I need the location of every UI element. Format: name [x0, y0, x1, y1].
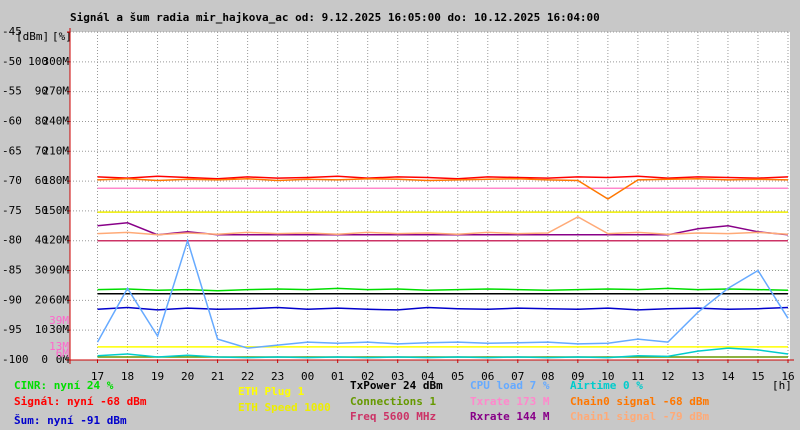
x-tick-label: 03	[391, 370, 404, 383]
x-tick-label: 16	[781, 370, 794, 383]
legend-entry: Signál: nyní -68 dBm	[14, 395, 147, 408]
y-tick-label: -90	[2, 293, 22, 306]
legend-entry: Šum: nyní -91 dBm	[14, 414, 127, 427]
series-line	[97, 175, 789, 180]
annotation: 6M	[56, 347, 70, 360]
y3-tick-label: 30M	[49, 323, 69, 336]
series-line	[96, 238, 789, 349]
y2-tick-label: 0	[41, 353, 48, 366]
y3-tick-label: 180M	[43, 174, 70, 187]
y2-tick-label: 90	[35, 85, 48, 98]
y-tick-label: -80	[2, 234, 22, 247]
series-line	[97, 177, 789, 200]
y2-tick-label: 10	[35, 323, 48, 336]
x-tick-label: 12	[661, 370, 674, 383]
x-tick-label: 14	[721, 370, 735, 383]
x-tick-label: 04	[421, 370, 435, 383]
y-tick-label: -70	[2, 174, 22, 187]
legend-entry: Rxrate 144 M	[470, 410, 550, 423]
x-tick-label: 20	[181, 370, 194, 383]
y2-tick-label: 40	[35, 234, 48, 247]
y2-unit-label: [%]	[52, 30, 72, 43]
y-tick-label: -85	[2, 264, 22, 277]
y2-tick-label: 20	[35, 293, 48, 306]
x-tick-label: 17	[91, 370, 104, 383]
y-tick-label: -60	[2, 114, 22, 127]
legend-entry: Txrate 173 M	[470, 395, 550, 408]
x-tick-label: 05	[451, 370, 464, 383]
legend-entry: Freq 5600 MHz	[350, 410, 436, 423]
x-tick-label: 10	[601, 370, 614, 383]
legend-entry: ETH Speed 1000	[238, 401, 331, 414]
y-tick-label: -50	[2, 55, 22, 68]
series-line	[97, 347, 789, 359]
x-tick-label: 22	[241, 370, 254, 383]
y-tick-label: -65	[2, 144, 22, 157]
series-line	[97, 287, 789, 292]
x-tick-label: 02	[361, 370, 374, 383]
legend-entry: CINR: nyní 24 %	[14, 379, 114, 392]
legend: CINR: nyní 24 % Signál: nyní -68 dBm Šum: …	[14, 379, 709, 427]
legend-entry: CPU load 7 %	[470, 379, 550, 392]
chart-title: Signál a šum radia mir_hajkova_ac od: 9.…	[70, 11, 600, 24]
y2-tick-label: 100	[28, 55, 48, 68]
y2-tick-label: 50	[35, 204, 48, 217]
y-tick-label: -100	[2, 353, 29, 366]
x-tick-label: 13	[691, 370, 704, 383]
y3-tick-label: 240M	[43, 114, 70, 127]
y3-tick-label: 0M	[56, 353, 70, 366]
x-tick-label: 19	[151, 370, 164, 383]
y-tick-label: -75	[2, 204, 22, 217]
legend-entry: TxPower 24 dBm	[350, 379, 443, 392]
y3-tick-label: 90M	[49, 264, 69, 277]
annotation: 13M	[49, 340, 69, 353]
y3-tick-label: 300M	[43, 55, 70, 68]
x-tick-label: 23	[271, 370, 284, 383]
y2-tick-label: 70	[35, 144, 48, 157]
legend-entry: ETH Plug 1	[238, 385, 305, 398]
y-tick-label: -55	[2, 85, 22, 98]
x-tick-label: 08	[541, 370, 554, 383]
x-tick-label: 09	[571, 370, 584, 383]
x-tick-label: 00	[301, 370, 314, 383]
legend-entry: Chain0 signal -68 dBm	[570, 395, 709, 408]
legend-entry: Airtime 0 %	[570, 379, 643, 392]
series-line	[97, 306, 789, 311]
series-line	[97, 216, 789, 236]
x-unit-label: [h]	[772, 379, 792, 392]
y3-tick-label: 120M	[43, 234, 70, 247]
x-tick-label: 11	[631, 370, 644, 383]
y2-tick-label: 60	[35, 174, 48, 187]
y3-tick-label: 270M	[43, 85, 70, 98]
y-tick-label: -45	[2, 25, 22, 38]
legend-entry: Chain1 signal -79 dBm	[570, 410, 709, 423]
series-lines	[96, 175, 789, 359]
x-tick-label: 15	[751, 370, 764, 383]
y3-tick-label: 210M	[43, 144, 70, 157]
x-tick-label: 21	[211, 370, 224, 383]
x-tick-label: 06	[481, 370, 494, 383]
y-unit-label: [dBm]	[16, 30, 49, 43]
y2-tick-label: 30	[35, 264, 48, 277]
y2-tick-label: 80	[35, 114, 48, 127]
y-tick-label: -95	[2, 323, 22, 336]
plot-area	[70, 32, 790, 360]
x-tick-label: 07	[511, 370, 524, 383]
legend-entry: Connections 1	[350, 395, 436, 408]
annotation: 39M	[49, 314, 69, 327]
x-tick-label: 18	[121, 370, 134, 383]
y3-tick-label: 60M	[49, 293, 69, 306]
y3-tick-label: 150M	[43, 204, 70, 217]
x-tick-label: 01	[331, 370, 344, 383]
